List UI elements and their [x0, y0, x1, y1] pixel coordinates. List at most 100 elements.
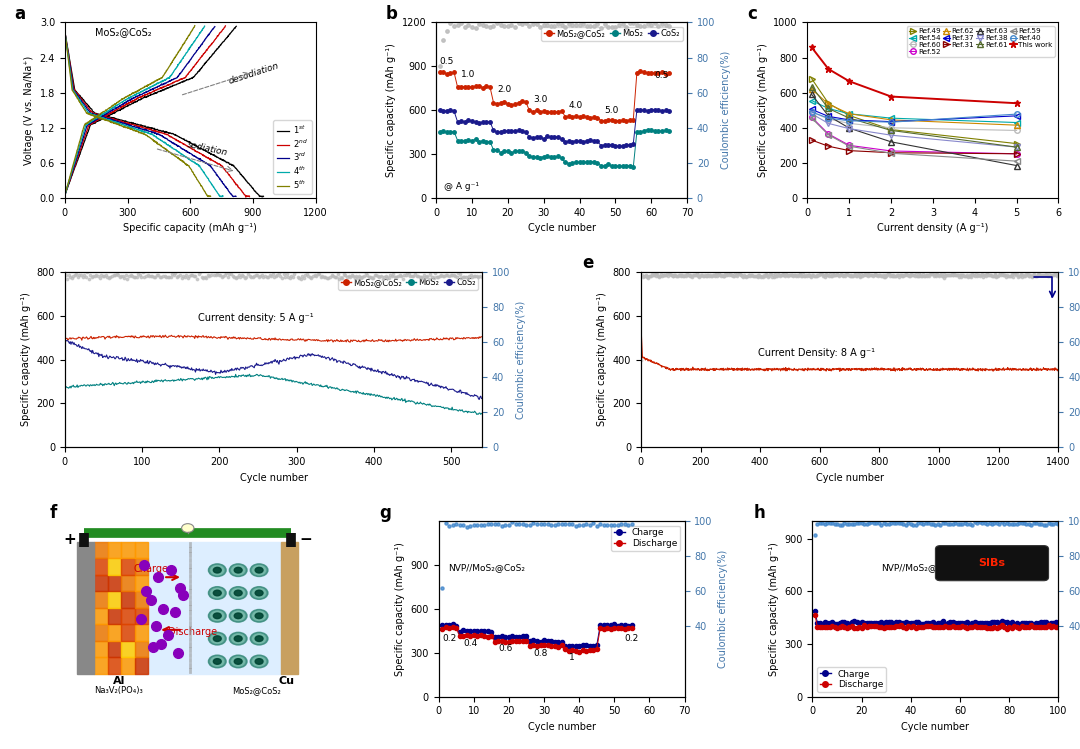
Point — [58, 273, 76, 285]
Point — [686, 269, 703, 281]
Point — [989, 270, 1007, 282]
Point — [333, 272, 350, 284]
Point — [409, 270, 427, 282]
Point — [845, 270, 862, 282]
Point — [205, 269, 222, 281]
Point — [861, 269, 878, 281]
Point — [665, 269, 683, 281]
Point — [718, 269, 735, 281]
Point — [716, 270, 733, 282]
Point — [456, 20, 473, 32]
Point — [575, 519, 592, 531]
5$^{th}$ — [136, 84, 149, 93]
Point — [902, 518, 919, 530]
Point — [968, 268, 985, 280]
Point — [581, 519, 598, 531]
Point — [1038, 269, 1055, 281]
Line: Ref.54: Ref.54 — [809, 98, 1020, 125]
Point — [401, 268, 418, 280]
Point — [234, 270, 252, 282]
Point — [267, 270, 284, 282]
Point — [438, 269, 456, 281]
Point — [782, 269, 799, 281]
Point — [688, 267, 705, 279]
Point — [851, 517, 868, 529]
Point — [967, 516, 984, 528]
Point — [872, 269, 889, 281]
Ref.59 — [842, 142, 855, 151]
Ref.37 — [842, 115, 855, 124]
Point — [826, 270, 843, 282]
Ref.37 — [822, 112, 835, 121]
Point — [370, 271, 388, 283]
Ref.49 — [822, 99, 835, 108]
Text: 0.5: 0.5 — [654, 70, 670, 79]
Point — [447, 518, 464, 530]
Point — [60, 269, 78, 281]
Line: Ref.40: Ref.40 — [809, 109, 1020, 125]
Text: Al: Al — [112, 676, 125, 686]
Circle shape — [234, 658, 242, 664]
Point — [341, 271, 359, 283]
Y-axis label: Specific capacity (mAh g⁻¹): Specific capacity (mAh g⁻¹) — [21, 293, 31, 426]
Point — [659, 268, 676, 280]
Point — [815, 270, 833, 282]
Y-axis label: Specific capacity (mAh g⁻¹): Specific capacity (mAh g⁻¹) — [597, 293, 607, 426]
Ref.60 — [806, 108, 819, 117]
Circle shape — [251, 564, 268, 577]
Point — [870, 270, 888, 282]
Point — [391, 269, 408, 281]
Ref.60 — [885, 124, 897, 133]
Point — [761, 268, 779, 280]
Point — [650, 20, 667, 32]
Point — [968, 270, 985, 282]
Point — [962, 270, 980, 282]
Point — [702, 270, 719, 282]
Ref.63 — [806, 90, 819, 99]
Bar — [94, 624, 108, 640]
Point — [539, 518, 556, 530]
Point — [497, 519, 514, 531]
Point — [140, 270, 158, 282]
Point — [472, 519, 489, 531]
Point — [517, 519, 535, 531]
Point — [220, 268, 238, 280]
Point — [829, 269, 847, 281]
Point — [1045, 267, 1063, 279]
Point — [883, 269, 901, 281]
Point — [419, 270, 436, 282]
Circle shape — [229, 632, 247, 645]
Text: Current Density: 8 A g⁻¹: Current Density: 8 A g⁻¹ — [758, 348, 875, 358]
Point — [1038, 518, 1055, 530]
Bar — [94, 558, 108, 574]
Legend: 1$^{st}$, 2$^{nd}$, 3$^{rd}$, 4$^{th}$, 5$^{th}$: 1$^{st}$, 2$^{nd}$, 3$^{rd}$, 4$^{th}$, … — [273, 120, 311, 194]
Point — [821, 518, 838, 530]
Point — [150, 270, 167, 282]
Point — [643, 19, 660, 31]
Point — [266, 271, 283, 283]
Point — [458, 521, 475, 533]
Point — [265, 268, 282, 280]
Point — [962, 269, 980, 281]
Bar — [108, 607, 121, 624]
Bar — [121, 658, 135, 674]
Point — [521, 20, 538, 32]
Point — [712, 269, 729, 281]
Point — [556, 518, 573, 530]
Point — [878, 518, 895, 530]
Point — [831, 270, 848, 282]
Point — [735, 269, 753, 281]
Point — [173, 272, 190, 284]
Circle shape — [229, 564, 247, 577]
Point — [794, 270, 811, 282]
Ref.52 — [885, 147, 897, 156]
Point — [990, 518, 1008, 530]
Point — [856, 268, 874, 280]
Point — [956, 270, 973, 282]
Point — [689, 269, 706, 281]
Text: 2.0: 2.0 — [497, 85, 511, 94]
Point — [893, 269, 910, 281]
Point — [987, 268, 1004, 280]
Point — [684, 270, 701, 282]
Point — [775, 269, 793, 281]
